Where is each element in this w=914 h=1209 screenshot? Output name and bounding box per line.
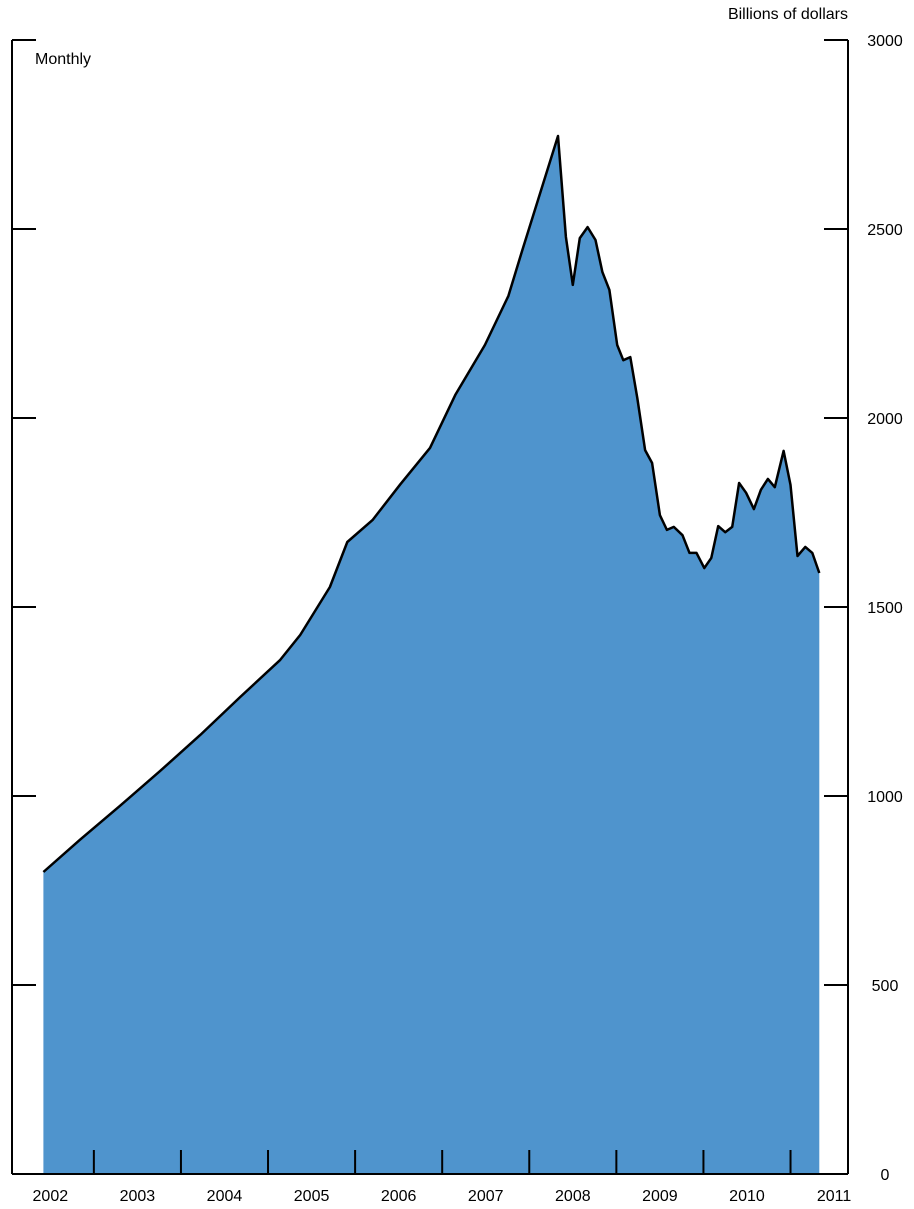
y-axis-label: Billions of dollars	[728, 6, 848, 23]
y-tick-label: 1500	[867, 600, 903, 617]
y-tick-label: 3000	[867, 33, 903, 50]
x-tick-label: 2009	[642, 1188, 678, 1205]
x-tick-label: 2007	[468, 1188, 504, 1205]
x-tick-label: 2005	[294, 1188, 330, 1205]
x-tick-label: 2002	[33, 1188, 69, 1205]
x-tick-label: 2011	[817, 1188, 852, 1205]
area	[43, 136, 820, 1174]
x-tick-label: 2004	[207, 1188, 243, 1205]
x-tick-label: 2006	[381, 1188, 417, 1205]
x-tick-label: 2010	[729, 1188, 765, 1205]
y-tick-label: 0	[881, 1167, 890, 1184]
area-line	[42, 134, 821, 873]
y-tick-label: 2500	[867, 222, 903, 239]
x-tick-label: 2008	[555, 1188, 591, 1205]
x-tick-label: 2003	[120, 1188, 156, 1205]
y-tick-label: 2000	[867, 411, 903, 428]
y-tick-label: 1000	[867, 789, 903, 806]
y-tick-label: 500	[872, 978, 899, 995]
annotation: Monthly	[35, 51, 91, 68]
